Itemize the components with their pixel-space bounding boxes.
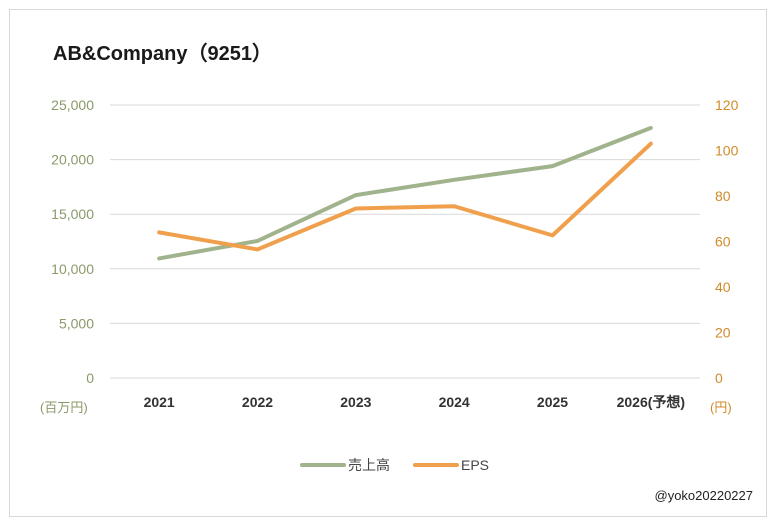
gridlines — [110, 104, 700, 379]
credit-text: @yoko20220227 — [655, 488, 754, 503]
legend: 売上高 EPS — [300, 457, 489, 473]
x-tick-label: 2026(予想) — [617, 394, 685, 410]
x-tick-label: 2022 — [242, 394, 273, 410]
y-right-tick-label: 0 — [715, 370, 723, 386]
series-line-sales — [157, 125, 653, 261]
legend-label: EPS — [461, 457, 489, 473]
legend-label: 売上高 — [348, 457, 390, 473]
x-tick-label: 2023 — [340, 394, 371, 410]
x-tick-label: 2021 — [144, 394, 175, 410]
chart-svg: AB&Company（9251） 0 5,000 10,000 15,000 20,00… — [40, 42, 754, 503]
y-right-tick-label: 80 — [715, 188, 731, 204]
x-axis: 2021 2022 2023 2024 2025 2026(予想) — [144, 394, 685, 410]
y-left-tick-label: 25,000 — [51, 97, 94, 113]
y-right-tick-label: 120 — [715, 97, 739, 113]
y-right-unit: (円) — [710, 400, 732, 415]
y-left-tick-label: 15,000 — [51, 206, 94, 222]
chart-title: AB&Company（9251） — [53, 42, 272, 65]
y-right-tick-label: 100 — [715, 143, 739, 159]
y-right-tick-label: 60 — [715, 234, 731, 250]
chart-frame: AB&Company（9251） 0 5,000 10,000 15,000 20,00… — [9, 9, 767, 517]
y-left-tick-label: 10,000 — [51, 261, 94, 277]
series-line-eps — [157, 141, 653, 252]
y-left-unit: (百万円) — [40, 400, 88, 415]
y-left-tick-label: 0 — [86, 370, 94, 386]
x-tick-label: 2024 — [439, 394, 470, 410]
y-right-tick-label: 40 — [715, 279, 731, 295]
series-lines — [157, 125, 653, 261]
y-left-tick-label: 20,000 — [51, 152, 94, 168]
y-left-tick-label: 5,000 — [59, 315, 94, 331]
x-tick-label: 2025 — [537, 394, 568, 410]
y-axis-right: 0 20 40 60 80 100 120 — [715, 97, 739, 386]
y-right-tick-label: 20 — [715, 325, 731, 341]
y-axis-left: 0 5,000 10,000 15,000 20,000 25,000 — [51, 97, 94, 386]
